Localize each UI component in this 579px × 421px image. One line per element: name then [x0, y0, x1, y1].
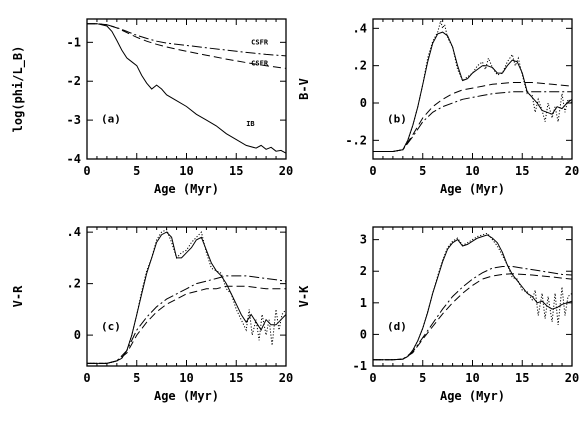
- x-tick-label: 10: [179, 371, 193, 385]
- x-tick-label: 15: [229, 164, 243, 178]
- x-tick-label: 0: [369, 164, 376, 178]
- x-tick-label: 0: [369, 371, 376, 385]
- x-tick-label: 20: [565, 371, 579, 385]
- series-line-dashed: [87, 285, 286, 364]
- x-axis-label: Age (Myr): [440, 389, 505, 403]
- x-tick-label: 10: [465, 371, 479, 385]
- y-tick-label: .4: [67, 225, 81, 239]
- annotation-label: CSFR: [251, 60, 269, 68]
- y-tick-label: 3: [360, 233, 367, 247]
- series-line-solid: [87, 231, 287, 364]
- y-tick-label: .4: [353, 21, 367, 35]
- x-tick-label: 15: [229, 371, 243, 385]
- x-tick-label: 5: [419, 164, 426, 178]
- panel-label: (a): [101, 113, 121, 126]
- series-line-dotted: [373, 18, 573, 152]
- x-tick-label: 20: [279, 371, 293, 385]
- x-tick-label: 5: [133, 371, 140, 385]
- plot-frame: [372, 18, 573, 160]
- x-tick-label: 20: [565, 164, 579, 178]
- panel-c: 0 5 10 15 20 0 .2 .4 Age (Myr) V-R (c): [11, 225, 293, 403]
- series-line-solid: [373, 234, 573, 361]
- y-tick-label: 0: [74, 328, 81, 342]
- y-tick-label: 1: [360, 296, 367, 310]
- plot-frame: [86, 226, 287, 367]
- panel-label: (c): [101, 320, 121, 333]
- panel-b: 0 5 10 15 20 -.2 0 .2 .4 Age (Myr) B-V (b): [297, 18, 579, 196]
- x-tick-label: 0: [83, 371, 90, 385]
- x-axis-label: Age (Myr): [154, 389, 219, 403]
- y-tick-label: 2: [360, 264, 367, 278]
- y-tick-label: .2: [67, 277, 81, 291]
- panel-label: (d): [387, 320, 407, 333]
- panel-label: (b): [387, 113, 407, 126]
- x-tick-label: 5: [419, 371, 426, 385]
- y-tick-label: -2: [67, 74, 81, 88]
- plot-frame: [372, 226, 573, 367]
- y-tick-label: 0: [360, 96, 367, 110]
- series-line-solid: [373, 31, 573, 152]
- annotation-label: CSFR: [251, 38, 269, 46]
- y-tick-label: -4: [67, 152, 81, 166]
- y-tick-label: -.2: [345, 133, 367, 147]
- series-line-dashed: [373, 273, 573, 361]
- y-axis-label: B-V: [297, 78, 311, 100]
- panel-a: 0 5 10 15 20 -4 -3 -2 -1 Age (Myr) log(phi/L_B) (a)…: [11, 18, 293, 196]
- y-axis-label: log(phi/L_B): [11, 46, 26, 133]
- x-tick-label: 15: [515, 164, 529, 178]
- x-tick-label: 10: [465, 164, 479, 178]
- series-line-dashed: [87, 23, 287, 69]
- x-tick-label: 10: [179, 164, 193, 178]
- y-tick-label: -3: [67, 113, 81, 127]
- y-tick-label: -1: [67, 35, 81, 49]
- x-axis-label: Age (Myr): [154, 182, 219, 196]
- y-tick-label: .2: [353, 59, 367, 73]
- x-axis-label: Age (Myr): [440, 182, 505, 196]
- series-line-dashed: [373, 82, 573, 152]
- annotation-label: IB: [246, 120, 254, 128]
- x-tick-label: 15: [515, 371, 529, 385]
- x-tick-label: 20: [279, 164, 293, 178]
- series-line-solid: [87, 23, 287, 154]
- series-line-dotted: [373, 232, 573, 361]
- y-tick-label: -1: [353, 359, 367, 373]
- y-axis-label: V-R: [11, 285, 25, 307]
- y-tick-label: 0: [360, 327, 367, 341]
- series-line-dash-dot: [373, 266, 573, 361]
- series-line-dotted: [87, 228, 287, 364]
- series-line-dash-dot: [87, 23, 287, 57]
- series-line-dash-dot: [373, 91, 572, 152]
- x-tick-label: 5: [133, 164, 140, 178]
- x-tick-label: 0: [83, 164, 90, 178]
- series-line-dash-dot: [87, 275, 287, 364]
- y-axis-label: V-K: [297, 285, 311, 307]
